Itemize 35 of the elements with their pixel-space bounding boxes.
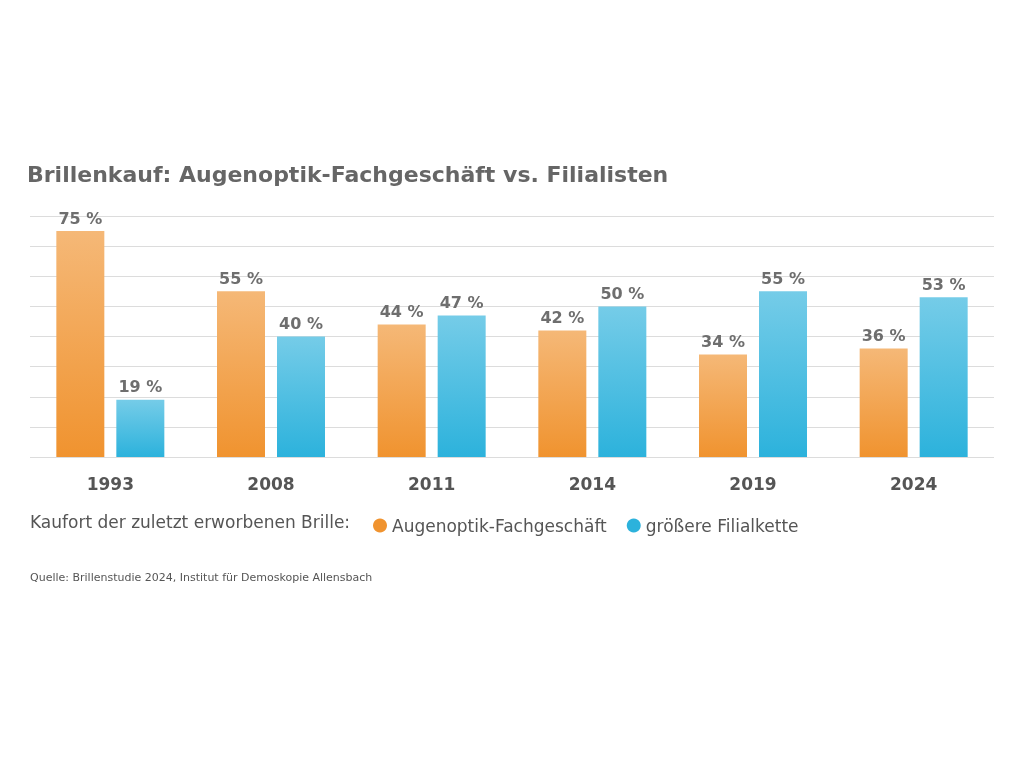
data-label: 55 % — [219, 268, 263, 288]
bar — [919, 297, 968, 457]
bar — [859, 348, 908, 457]
legend-label: größere Filialkette — [645, 515, 799, 536]
x-tick-label: 1993 — [86, 473, 134, 494]
bar — [56, 231, 105, 457]
data-label: 42 % — [540, 307, 585, 327]
data-label: 36 % — [861, 326, 906, 346]
data-label: 55 % — [761, 268, 805, 288]
data-label: 19 % — [118, 377, 163, 397]
data-label: 75 % — [58, 208, 103, 228]
data-label: 53 % — [921, 274, 966, 294]
data-label: 44 % — [379, 301, 424, 321]
bar — [437, 315, 486, 457]
x-tick-label: 2024 — [890, 473, 938, 494]
bar — [598, 306, 647, 457]
x-tick-label: 2019 — [729, 473, 777, 494]
legend-title: Kaufort der zuletzt erworbenen Brille: — [30, 511, 351, 532]
data-label: 34 % — [701, 332, 745, 352]
legend-label: Augenoptik-Fachgeschäft — [392, 515, 608, 536]
bar — [277, 336, 325, 457]
source-note: Quelle: Brillenstudie 2024, Institut für Demoskopie Allensbach — [30, 571, 373, 584]
bar — [116, 399, 165, 457]
x-tick-label: 2014 — [568, 473, 617, 494]
x-tick-label: 2011 — [408, 473, 456, 494]
bar — [538, 330, 587, 457]
bar — [699, 354, 747, 457]
data-label: 50 % — [600, 283, 645, 303]
x-tick-label: 2008 — [247, 473, 295, 494]
bar — [759, 291, 807, 457]
data-label: 47 % — [439, 292, 484, 312]
bar — [217, 291, 265, 457]
data-label: 40 % — [279, 314, 323, 333]
bar — [377, 324, 426, 457]
chart-title: Brillenkauf: Augenoptik-Fachgeschäft vs. Filialisten — [27, 161, 669, 187]
